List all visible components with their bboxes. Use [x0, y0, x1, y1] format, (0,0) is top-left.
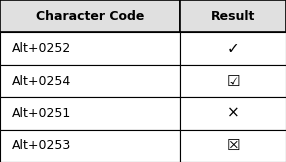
Text: Alt+0252: Alt+0252: [11, 42, 71, 55]
Bar: [180, 130, 286, 162]
Text: Alt+0253: Alt+0253: [11, 139, 71, 152]
Bar: [180, 32, 286, 65]
Text: Alt+0251: Alt+0251: [11, 107, 71, 120]
Text: ☑: ☑: [226, 74, 240, 88]
Bar: [0, 130, 180, 162]
Text: ☒: ☒: [226, 138, 240, 153]
Text: ✓: ✓: [227, 41, 239, 56]
Bar: [0, 65, 180, 97]
Text: Alt+0254: Alt+0254: [11, 75, 71, 87]
Text: Result: Result: [211, 10, 255, 23]
Bar: [180, 0, 286, 32]
Bar: [0, 32, 180, 65]
Bar: [180, 97, 286, 130]
Bar: [0, 97, 180, 130]
Bar: [0, 0, 180, 32]
Text: ×: ×: [227, 106, 239, 121]
Text: Character Code: Character Code: [36, 10, 144, 23]
Bar: [180, 65, 286, 97]
